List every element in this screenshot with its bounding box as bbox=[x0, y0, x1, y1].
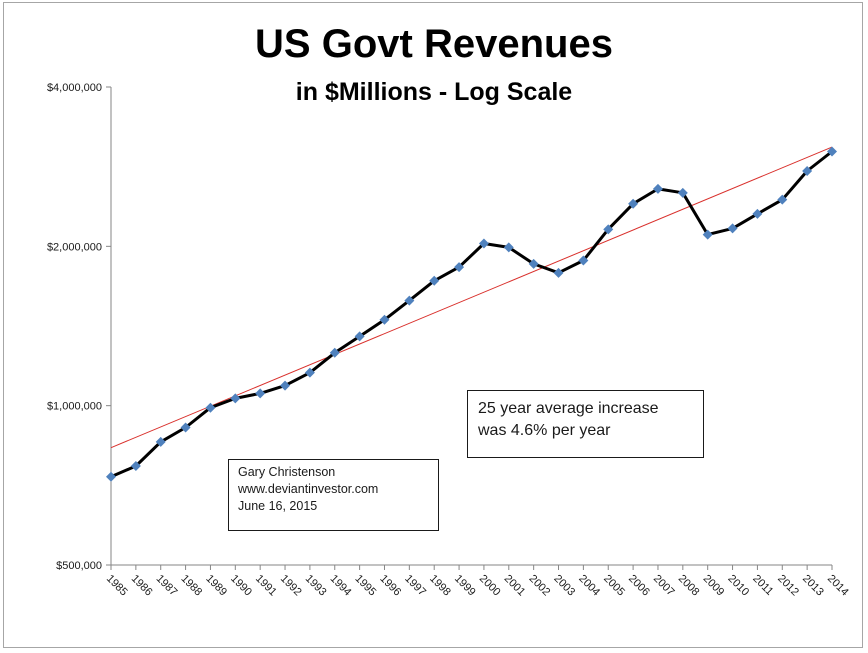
x-tick-label: 1994 bbox=[328, 573, 354, 599]
data-point-marker bbox=[628, 198, 639, 209]
x-axis-ticks: 1985 1986 1987 1988 1989 1990 1991 1992 1993 1994… bbox=[104, 565, 851, 598]
trend-line bbox=[110, 146, 833, 449]
x-tick-label: 1985 bbox=[104, 573, 130, 599]
x-tick-label: 1998 bbox=[427, 573, 453, 599]
data-point-marker bbox=[205, 402, 216, 413]
data-point-marker bbox=[677, 187, 688, 198]
data-point-marker bbox=[478, 238, 489, 249]
x-tick-label: 1996 bbox=[377, 573, 403, 599]
x-tick-label: 2009 bbox=[701, 573, 727, 599]
chart-title: US Govt Revenues bbox=[255, 22, 613, 66]
data-point-marker bbox=[727, 223, 738, 234]
average-increase-annotation: 25 year average increase was 4.6% per ye… bbox=[467, 390, 704, 458]
data-point-marker bbox=[280, 380, 291, 391]
average-line-1: 25 year average increase bbox=[478, 400, 659, 417]
x-tick-label: 2003 bbox=[551, 573, 577, 599]
data-point-marker bbox=[329, 347, 340, 358]
x-tick-label: 2013 bbox=[800, 573, 826, 599]
data-point-marker bbox=[578, 255, 589, 266]
x-tick-label: 1993 bbox=[303, 573, 329, 599]
data-point-marker bbox=[255, 388, 266, 399]
data-point-marker bbox=[702, 229, 713, 240]
x-tick-label: 1986 bbox=[129, 573, 155, 599]
data-point-marker bbox=[379, 314, 390, 325]
y-tick-label: $1,000,000 bbox=[47, 401, 102, 413]
x-tick-label: 2014 bbox=[825, 573, 851, 599]
x-tick-label: 1997 bbox=[402, 573, 428, 599]
x-tick-label: 1988 bbox=[178, 573, 204, 599]
data-point-marker bbox=[304, 367, 315, 378]
x-tick-label: 1992 bbox=[278, 573, 304, 599]
x-tick-label: 1989 bbox=[203, 573, 229, 599]
data-point-marker bbox=[752, 208, 763, 219]
series-group bbox=[106, 146, 837, 482]
y-axis-ticks: $500,000 $1,000,000 $2,000,000 $4,000,000 bbox=[47, 82, 111, 572]
x-tick-label: 2010 bbox=[725, 573, 751, 599]
x-tick-label: 2001 bbox=[502, 573, 528, 599]
x-tick-label: 2005 bbox=[601, 573, 627, 599]
author-website: www.deviantinvestor.com bbox=[238, 482, 379, 496]
data-point-marker bbox=[603, 224, 614, 235]
data-point-marker bbox=[802, 166, 813, 177]
x-tick-label: 1987 bbox=[154, 573, 180, 599]
chart-subtitle: in $Millions - Log Scale bbox=[295, 78, 573, 106]
y-tick-label: $4,000,000 bbox=[47, 82, 102, 94]
author-annotation: Gary Christenson www.deviantinvestor.com… bbox=[228, 459, 439, 531]
revenue-line bbox=[110, 150, 833, 479]
data-point-marker bbox=[777, 194, 788, 205]
author-name: Gary Christenson bbox=[238, 465, 336, 479]
data-point-marker bbox=[230, 393, 241, 404]
x-tick-label: 2000 bbox=[477, 573, 503, 599]
x-tick-label: 1999 bbox=[452, 573, 478, 599]
data-point-marker bbox=[429, 275, 440, 286]
x-tick-label: 1991 bbox=[253, 573, 279, 599]
data-point-marker bbox=[652, 183, 663, 194]
author-date: June 16, 2015 bbox=[238, 499, 318, 513]
data-point-marker bbox=[354, 331, 365, 342]
data-point-marker bbox=[454, 262, 465, 273]
data-point-marker bbox=[155, 436, 166, 447]
data-point-marker bbox=[106, 471, 116, 482]
data-point-marker bbox=[180, 422, 191, 433]
x-tick-label: 2006 bbox=[626, 573, 652, 599]
average-line-2: was 4.6% per year bbox=[478, 422, 611, 439]
data-point-marker bbox=[553, 267, 564, 278]
x-tick-label: 2012 bbox=[775, 573, 801, 599]
y-tick-label: $500,000 bbox=[56, 560, 102, 572]
y-tick-label: $2,000,000 bbox=[47, 241, 102, 253]
x-tick-label: 2004 bbox=[576, 573, 602, 599]
data-point-marker bbox=[503, 242, 514, 253]
data-point-marker bbox=[130, 460, 141, 471]
x-tick-label: 2007 bbox=[651, 573, 677, 599]
x-tick-label: 2011 bbox=[750, 573, 775, 598]
x-tick-label: 1995 bbox=[352, 573, 378, 599]
data-point-marker bbox=[827, 146, 837, 157]
chart-frame bbox=[3, 2, 863, 648]
data-point-marker bbox=[404, 295, 415, 306]
x-tick-label: 2002 bbox=[527, 573, 553, 599]
axes bbox=[110, 87, 832, 566]
x-tick-label: 2008 bbox=[676, 573, 702, 599]
data-point-marker bbox=[528, 258, 539, 269]
x-tick-label: 1990 bbox=[228, 573, 254, 599]
